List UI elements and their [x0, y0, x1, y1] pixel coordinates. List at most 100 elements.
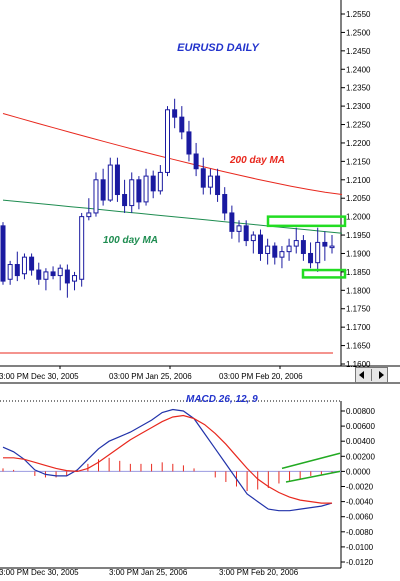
candle — [279, 246, 285, 269]
macd-title: MACD 26, 12, 9 — [186, 394, 258, 405]
candle-body-up — [79, 216, 85, 280]
candle — [86, 198, 92, 221]
candle-body-down — [243, 225, 249, 242]
candle — [122, 179, 128, 213]
macd-signal-line — [3, 414, 332, 504]
candle — [322, 231, 328, 261]
candle-body-up — [293, 240, 299, 247]
price-ytick-label: 1.2050 — [346, 194, 371, 203]
macd-line — [2, 408, 333, 512]
candle-body-up — [315, 241, 321, 264]
candle — [300, 235, 306, 261]
candle-body-up — [236, 225, 242, 232]
macd-xtick-label: 3:00 PM Feb 20, 2006 — [219, 568, 299, 576]
candle — [21, 253, 27, 280]
macd-ytick-label: 0.00600 — [346, 422, 375, 431]
candle — [179, 106, 185, 140]
candle — [0, 222, 6, 285]
candle — [107, 157, 113, 202]
highlight-box — [266, 215, 347, 228]
candle-body-up — [86, 212, 92, 218]
price-ytick-label: 1.1900 — [346, 249, 371, 258]
ma-100-line — [2, 199, 343, 234]
price-ytick-label: 1.1600 — [346, 360, 371, 369]
candle — [136, 176, 142, 210]
candle — [293, 227, 299, 254]
macd-xtick-label: 3:00 PM Jan 25, 2006 — [109, 568, 188, 576]
ma-200-line — [2, 113, 343, 195]
candle-body-down — [257, 234, 263, 254]
price-xtick-label: 03:00 PM Feb 20, 2006 — [219, 372, 303, 381]
candle — [236, 220, 242, 243]
candle-body-down — [186, 131, 192, 155]
candle — [172, 98, 178, 129]
candle — [36, 262, 42, 285]
arrow-left-icon[interactable] — [359, 371, 365, 379]
price-ytick-label: 1.2100 — [346, 176, 371, 185]
candle-body-down — [229, 212, 235, 232]
candle-body-up — [157, 171, 163, 192]
macd-ytick-label: -0.0120 — [346, 558, 374, 567]
price-ytick-label: 1.1950 — [346, 231, 371, 240]
candle-body-up — [329, 245, 335, 249]
scroll-divider — [370, 369, 372, 381]
candle-body-down — [272, 245, 278, 258]
candle-body-up — [165, 109, 170, 173]
candle — [272, 242, 278, 265]
candle-body-up — [72, 275, 78, 282]
highlight-box — [301, 268, 347, 279]
price-ytick-label: 1.1850 — [346, 268, 371, 277]
candle — [93, 172, 99, 217]
candle-body-up — [143, 175, 149, 203]
macd-ytick-label: 0.00400 — [346, 437, 375, 446]
ma-100-label: 100 day MA — [103, 235, 158, 246]
candle-body-down — [222, 194, 228, 214]
price-xtick-label: 3:00 PM Dec 30, 2005 — [0, 372, 79, 381]
candle — [114, 157, 120, 202]
candle-body-down — [179, 116, 185, 133]
macd-trend-line — [281, 452, 341, 470]
candle-body-up — [265, 245, 271, 254]
candle-body-up — [57, 267, 63, 277]
price-xtick-label: 03:00 PM Jan 25, 2006 — [109, 372, 192, 381]
candle — [222, 187, 228, 221]
candle-body-down — [200, 168, 206, 188]
candle — [286, 238, 292, 261]
candle — [207, 168, 213, 195]
arrow-right-icon[interactable] — [378, 371, 384, 379]
ma-200-label: 200 day MA — [229, 155, 285, 166]
candle — [215, 168, 221, 202]
macd-ytick-label: -0.0100 — [346, 543, 374, 552]
candle — [57, 264, 63, 291]
price-ytick-label: 1.2350 — [346, 84, 371, 93]
macd-ytick-label: -0.0020 — [346, 483, 374, 492]
candle-body-up — [129, 179, 135, 207]
candle-body-down — [14, 264, 20, 277]
candle — [265, 238, 271, 265]
candle-body-down — [322, 241, 328, 247]
price-ytick-label: 1.2250 — [346, 121, 371, 130]
candle — [72, 271, 78, 291]
price-ytick-label: 1.2450 — [346, 47, 371, 56]
price-ytick-label: 1.1650 — [346, 342, 371, 351]
candle-body-down — [300, 240, 306, 254]
candle-body-down — [136, 179, 142, 203]
candle — [64, 264, 70, 298]
scroll-buttons[interactable] — [355, 367, 388, 383]
candle — [243, 220, 249, 247]
candle-body-down — [100, 179, 106, 201]
macd-ytick-label: -0.0060 — [346, 513, 374, 522]
candle — [29, 253, 35, 276]
candle — [193, 142, 199, 177]
macd-ytick-label: -0.0040 — [346, 498, 374, 507]
candle-body-down — [215, 175, 221, 196]
candle — [257, 229, 263, 261]
price-chart-title: EURUSD DAILY — [177, 42, 260, 54]
candle — [129, 172, 135, 213]
candle-body-down — [150, 175, 156, 192]
macd-ytick-label: 0.00800 — [346, 407, 375, 416]
candle — [7, 260, 13, 285]
candle-body-down — [172, 109, 178, 118]
candle-body-down — [29, 256, 35, 271]
